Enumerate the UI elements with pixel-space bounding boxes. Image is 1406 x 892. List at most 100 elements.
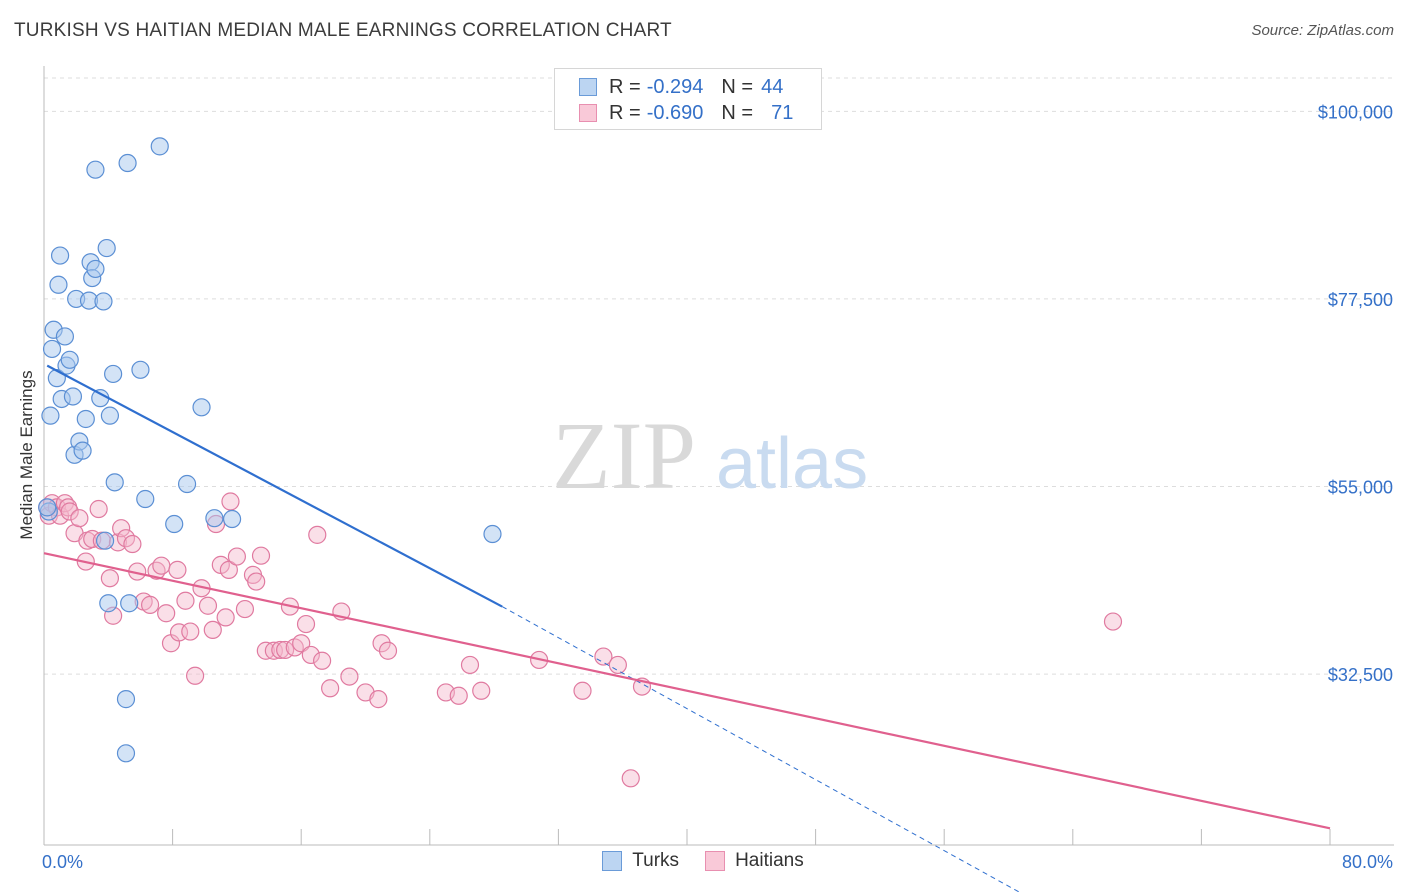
turks-series bbox=[38, 137, 502, 763]
turks-point bbox=[94, 292, 113, 311]
turks-point bbox=[99, 594, 118, 613]
turks-point bbox=[100, 406, 120, 425]
turks-point bbox=[55, 327, 74, 346]
haitians-point bbox=[168, 560, 187, 579]
turks-point bbox=[118, 153, 137, 173]
turks-point bbox=[50, 246, 70, 265]
turks-point bbox=[483, 524, 502, 544]
r-value: -0.690 bbox=[646, 101, 704, 124]
haitians-point bbox=[460, 655, 480, 675]
turks-point bbox=[76, 409, 95, 429]
turks-point bbox=[104, 364, 123, 384]
haitians-point bbox=[186, 666, 205, 685]
y-tick-label: $32,500 bbox=[1328, 665, 1393, 685]
turks-point bbox=[177, 474, 197, 494]
watermark-atlas: atlas bbox=[716, 424, 868, 504]
haitians-point bbox=[123, 534, 142, 554]
turks-point bbox=[116, 744, 136, 763]
n-value: 44 bbox=[761, 75, 784, 98]
haitians-point bbox=[296, 614, 316, 634]
haitians-point bbox=[247, 572, 266, 591]
r-label: R = bbox=[609, 75, 641, 98]
turks-point bbox=[105, 473, 124, 492]
turks-point bbox=[97, 238, 116, 258]
haitians-point bbox=[100, 569, 120, 588]
y-tick-label: $77,500 bbox=[1328, 290, 1393, 310]
turks-point bbox=[42, 339, 62, 359]
x-tick-label: 80.0% bbox=[1342, 852, 1393, 872]
haitians-point bbox=[203, 620, 222, 640]
haitians-point bbox=[608, 655, 627, 675]
haitians-point bbox=[301, 645, 320, 665]
haitians-point bbox=[621, 769, 640, 788]
turks-trend-extension bbox=[501, 606, 1021, 892]
turks-point bbox=[49, 275, 68, 294]
turks-point bbox=[91, 389, 110, 408]
y-tick-label: $100,000 bbox=[1318, 102, 1393, 122]
tick-labels: $100,000 $77,500 $55,000 $32,500 0.0% 80.0% bbox=[42, 102, 1393, 872]
haitians-point bbox=[308, 525, 327, 544]
y-tick-label: $55,000 bbox=[1328, 478, 1393, 498]
series-legend: Turks Haitians bbox=[0, 850, 1406, 872]
legend-label-turks: Turks bbox=[632, 850, 680, 871]
x-tick-label: 0.0% bbox=[42, 852, 83, 872]
watermark-zip: ZIP bbox=[552, 402, 696, 509]
haitians-point bbox=[140, 595, 160, 614]
haitians-swatch bbox=[579, 104, 597, 122]
haitians-point bbox=[321, 679, 340, 698]
haitians-point bbox=[89, 499, 108, 519]
turks-point bbox=[86, 160, 105, 179]
haitians-point bbox=[60, 502, 79, 521]
haitians-trend-line bbox=[43, 552, 1331, 830]
turks-point bbox=[86, 259, 105, 279]
legend-item-turks[interactable]: Turks bbox=[602, 850, 679, 872]
turks-point bbox=[73, 441, 92, 460]
turks-point bbox=[205, 509, 224, 528]
turks-point bbox=[192, 398, 211, 417]
haitians-point bbox=[312, 651, 332, 670]
haitians-point bbox=[251, 546, 271, 565]
y-axis-label: Median Male Earnings bbox=[17, 370, 36, 539]
chart-title: TURKISH VS HAITIAN MEDIAN MALE EARNINGS … bbox=[14, 20, 672, 41]
haitians-series bbox=[38, 492, 1123, 788]
haitians-point bbox=[221, 492, 240, 511]
haitians-point bbox=[340, 667, 359, 686]
haitians-point bbox=[112, 519, 131, 538]
haitians-point bbox=[292, 634, 311, 653]
haitians-point bbox=[147, 561, 166, 580]
trend-lines bbox=[43, 364, 1331, 892]
turks-point bbox=[222, 509, 242, 529]
turks-point bbox=[41, 406, 60, 425]
turks-point bbox=[131, 360, 150, 379]
n-value: 71 bbox=[771, 101, 794, 124]
n-label: N = bbox=[721, 75, 754, 98]
legend-row-haitians: R = -0.690 N = 71 bbox=[579, 100, 793, 126]
haitians-point bbox=[198, 596, 218, 615]
r-label: R = bbox=[609, 101, 641, 124]
turks-point bbox=[95, 531, 115, 550]
r-value: -0.294 bbox=[646, 75, 704, 98]
haitians-point bbox=[176, 591, 195, 610]
turks-point bbox=[165, 514, 184, 534]
haitians-point bbox=[219, 560, 238, 579]
haitians-point bbox=[227, 547, 246, 566]
haitians-point bbox=[271, 640, 290, 660]
turks-point bbox=[63, 387, 83, 406]
source-note: Source: ZipAtlas.com bbox=[1251, 22, 1394, 39]
turks-point bbox=[150, 137, 169, 156]
haitians-point bbox=[157, 604, 176, 623]
haitians-point bbox=[235, 599, 255, 619]
haitians-point bbox=[594, 647, 613, 666]
n-label: N = bbox=[721, 101, 754, 124]
haitians-point bbox=[70, 509, 89, 528]
turks-point bbox=[116, 690, 136, 709]
turks-point bbox=[60, 350, 79, 369]
turks-point bbox=[38, 498, 57, 517]
legend-row-turks: R = -0.294 N = 44 bbox=[579, 74, 783, 100]
legend-label-haitians: Haitians bbox=[735, 850, 804, 871]
turks-point bbox=[120, 594, 139, 613]
legend-item-haitians[interactable]: Haitians bbox=[705, 850, 804, 872]
grid-lines bbox=[44, 77, 1394, 675]
haitians-point bbox=[369, 690, 388, 709]
